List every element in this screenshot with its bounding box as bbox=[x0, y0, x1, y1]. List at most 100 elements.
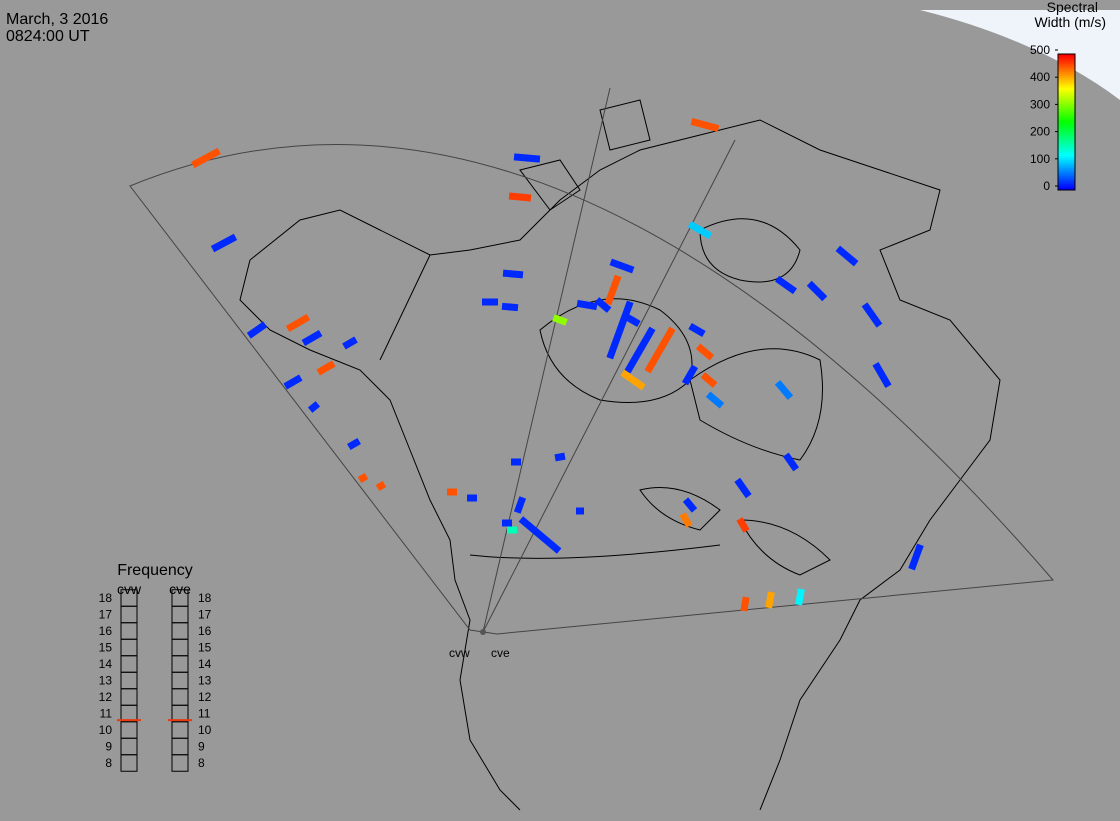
echo bbox=[375, 480, 387, 492]
colorbar-tick-label: 200 bbox=[1030, 125, 1050, 139]
colorbar-cell bbox=[1058, 100, 1075, 103]
colorbar-tick-label: 300 bbox=[1030, 97, 1050, 111]
colorbar-cell bbox=[1058, 182, 1075, 185]
frequency-tick-label: 14 bbox=[99, 657, 113, 671]
radar-name: cve bbox=[169, 581, 191, 597]
colorbar-cell bbox=[1058, 96, 1075, 99]
colorbar-cell bbox=[1058, 160, 1075, 163]
frequency-tick-label: 14 bbox=[198, 657, 212, 671]
colorbar-cell bbox=[1058, 70, 1075, 73]
colorbar-cell bbox=[1058, 80, 1075, 83]
echo bbox=[246, 321, 268, 339]
colorbar-cell bbox=[1058, 174, 1075, 177]
frequency-tick-label: 17 bbox=[99, 608, 113, 622]
echo bbox=[690, 117, 720, 133]
echo bbox=[624, 326, 656, 374]
colorbar-cell bbox=[1058, 94, 1075, 97]
echo bbox=[908, 543, 924, 571]
echo bbox=[594, 297, 612, 313]
colorbar-cell bbox=[1058, 76, 1075, 79]
colorbar: 0 100 200 300 400 500 bbox=[1030, 43, 1076, 193]
colorbar-cell bbox=[1058, 164, 1075, 167]
colorbar-title: Spectral bbox=[1047, 0, 1098, 15]
daylight-region bbox=[920, 10, 1120, 100]
frequency-title: Frequency bbox=[117, 562, 193, 579]
echo bbox=[342, 336, 358, 350]
frequency-tick-label: 15 bbox=[99, 641, 113, 655]
colorbar-cell bbox=[1058, 116, 1075, 119]
frequency-tick-label: 9 bbox=[198, 740, 205, 754]
frequency-box bbox=[120, 671, 138, 690]
colorbar-cell bbox=[1058, 162, 1075, 165]
echo bbox=[357, 472, 369, 484]
echo bbox=[576, 299, 598, 311]
colorbar-cell bbox=[1058, 104, 1075, 107]
frequency-box bbox=[120, 721, 138, 739]
frequency-box bbox=[171, 655, 189, 673]
frequency-box bbox=[171, 622, 189, 640]
colorbar-cell bbox=[1058, 166, 1075, 169]
echo bbox=[620, 369, 646, 391]
colorbar-cell bbox=[1058, 106, 1075, 109]
echo bbox=[705, 391, 725, 409]
colorbar-cell bbox=[1058, 132, 1075, 135]
echo bbox=[736, 517, 750, 533]
frequency-tick-label: 16 bbox=[198, 624, 212, 638]
colorbar-cell bbox=[1058, 144, 1075, 147]
echo bbox=[347, 437, 361, 451]
colorbar-cell bbox=[1058, 60, 1075, 63]
echo bbox=[835, 245, 859, 267]
colorbar-cell bbox=[1058, 82, 1075, 85]
colorbar-cell bbox=[1058, 124, 1075, 127]
echo bbox=[502, 269, 524, 279]
colorbar-cell bbox=[1058, 62, 1075, 65]
colorbar-cell bbox=[1058, 180, 1075, 183]
frequency-box bbox=[120, 737, 138, 756]
frequency-box bbox=[120, 605, 138, 624]
frequency-tick-label: 13 bbox=[198, 674, 212, 688]
frequency-tick-label: 17 bbox=[198, 608, 212, 622]
echo bbox=[606, 300, 634, 360]
colorbar-cell bbox=[1058, 158, 1075, 161]
colorbar-cell bbox=[1058, 68, 1075, 71]
date: March, 3 2016 bbox=[6, 11, 108, 28]
frequency-box bbox=[171, 605, 189, 624]
frequency-box bbox=[120, 688, 138, 706]
echo bbox=[681, 364, 699, 386]
frequency-box bbox=[171, 589, 189, 607]
colorbar-cell bbox=[1058, 98, 1075, 101]
echo bbox=[782, 452, 800, 472]
echo bbox=[513, 153, 541, 163]
frequency-tick-label: 10 bbox=[99, 723, 113, 737]
colorbar-cell bbox=[1058, 188, 1075, 191]
echo bbox=[806, 280, 828, 302]
colorbar-cell bbox=[1058, 74, 1075, 77]
colorbar-tick-label: 100 bbox=[1030, 152, 1050, 166]
frequency-tick-label: 13 bbox=[99, 674, 113, 688]
frequency-box bbox=[120, 754, 138, 772]
frequency-box bbox=[120, 589, 138, 607]
frequency-tick-label: 8 bbox=[105, 756, 112, 770]
colorbar-cell bbox=[1058, 64, 1075, 67]
frequency-tick-label: 11 bbox=[198, 707, 211, 721]
colorbar-cell bbox=[1058, 122, 1075, 125]
echo bbox=[316, 360, 336, 376]
colorbar-cell bbox=[1058, 150, 1075, 153]
echo bbox=[682, 497, 698, 513]
frequency-box bbox=[171, 737, 189, 756]
echo bbox=[210, 233, 238, 253]
colorbar-cell bbox=[1058, 114, 1075, 117]
coastlines bbox=[239, 99, 1001, 811]
frequency-box bbox=[171, 721, 189, 739]
echo bbox=[191, 147, 221, 169]
echo bbox=[511, 458, 521, 466]
colorbar-cell bbox=[1058, 110, 1075, 113]
colorbar-cell bbox=[1058, 154, 1075, 157]
colorbar-cell bbox=[1058, 140, 1075, 143]
echo bbox=[283, 374, 303, 390]
echo bbox=[513, 496, 527, 514]
echo bbox=[774, 275, 798, 295]
echo bbox=[482, 298, 498, 306]
colorbar-cell bbox=[1058, 170, 1075, 173]
echo bbox=[301, 329, 323, 347]
